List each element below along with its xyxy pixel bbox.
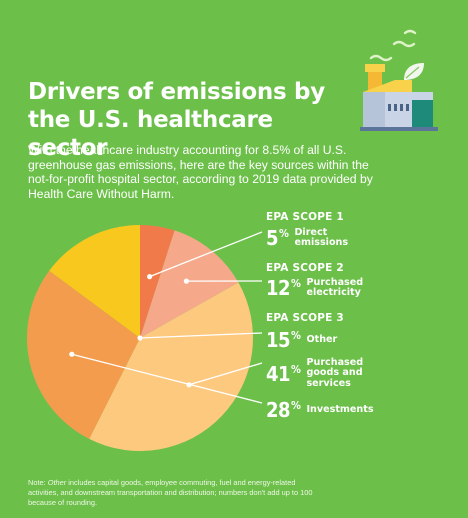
leader-dot: [69, 351, 75, 357]
label-description: Other: [306, 333, 338, 345]
leader-line: [188, 362, 263, 386]
leader-line: [149, 231, 263, 278]
pie-slice-purchased-goods-and-services: [89, 282, 253, 451]
leader-line: [71, 353, 263, 404]
scope-2-label: EPA SCOPE 2: [266, 262, 344, 274]
pie-slice-other: [49, 225, 141, 338]
footnote: Note: Other includes capital goods, empl…: [28, 478, 313, 507]
factory-icon: [360, 29, 438, 131]
leader-dot: [183, 278, 189, 284]
intro-paragraph: With the healthcare industry accounting …: [28, 143, 373, 201]
percent-value: 15%: [266, 328, 301, 352]
label-investments: 28% Investments: [266, 398, 374, 422]
percent-value: 28%: [266, 398, 301, 422]
page-title: Drivers of emissions by the U.S. healthc…: [28, 79, 325, 161]
label-other: 15% Other: [266, 328, 337, 352]
pie-slice-investments: [26, 270, 140, 439]
label-direct-emissions: 5% Direct emissions: [266, 226, 354, 250]
scope-1-label: EPA SCOPE 1: [266, 211, 344, 223]
leader-line: [139, 332, 263, 339]
scope-3-label: EPA SCOPE 3: [266, 312, 344, 324]
pie-slice-purchased-electricity: [140, 230, 239, 338]
percent-value: 12%: [266, 276, 301, 300]
label-description: Direct emissions: [294, 226, 349, 248]
percent-value: 41%: [266, 361, 301, 386]
leader-dot: [147, 274, 153, 280]
label-description: Purchased electricity: [306, 276, 364, 298]
label-description: Purchased goods and services: [306, 357, 364, 389]
pie-slice-direct-emissions: [140, 224, 175, 338]
label-purchased-goods: 41% Purchased goods and services: [266, 357, 368, 389]
label-description: Investments: [306, 403, 374, 415]
leader-dot: [137, 335, 143, 341]
percent-value: 5%: [266, 226, 289, 250]
label-purchased-electricity: 12% Purchased electricity: [266, 276, 376, 300]
